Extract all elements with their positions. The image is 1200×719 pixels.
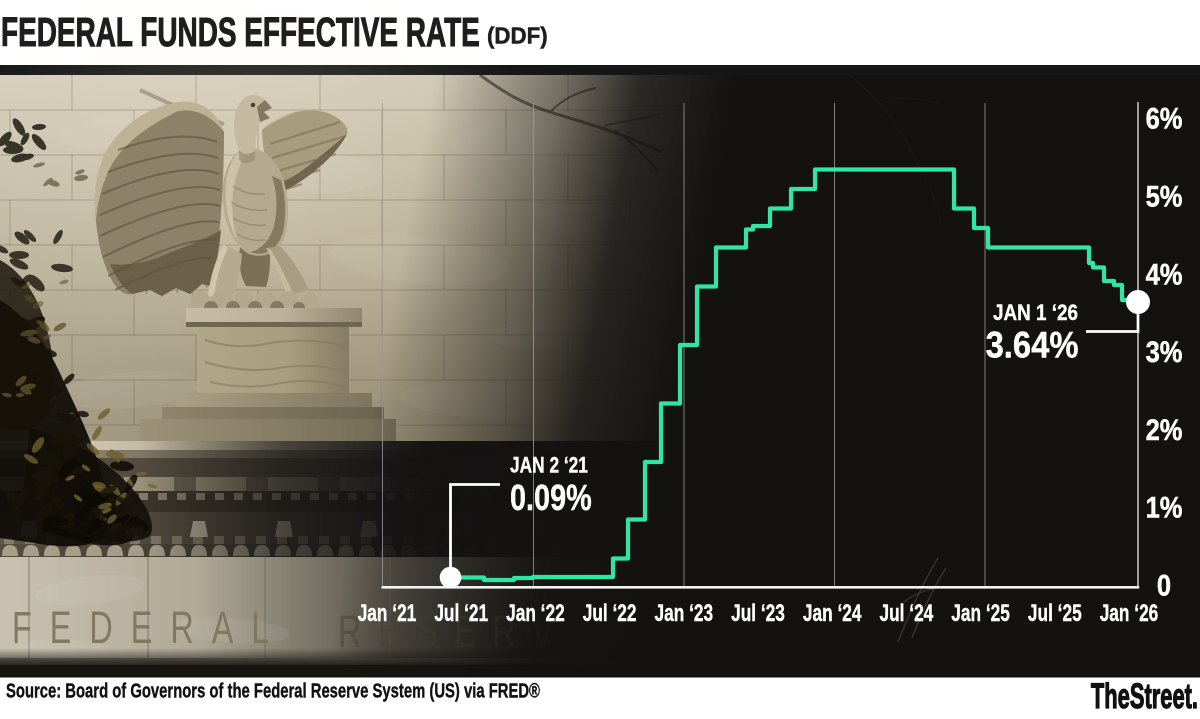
svg-text:Jan ‘26: Jan ‘26 [1100, 600, 1159, 626]
svg-text:0.09%: 0.09% [510, 477, 592, 518]
svg-text:4%: 4% [1146, 257, 1183, 290]
svg-text:Jul ‘23: Jul ‘23 [731, 600, 785, 626]
svg-text:TheStreet.: TheStreet. [1091, 677, 1198, 717]
svg-text:Jan ‘25: Jan ‘25 [951, 600, 1010, 626]
svg-text:Jul ‘21: Jul ‘21 [434, 600, 488, 626]
svg-text:1%: 1% [1146, 491, 1183, 524]
svg-text:3%: 3% [1146, 335, 1183, 368]
svg-text:FEDERAL FUNDS EFFECTIVE RATE: FEDERAL FUNDS EFFECTIVE RATE [1, 10, 480, 56]
svg-text:JAN 1 ‘26: JAN 1 ‘26 [993, 301, 1078, 326]
svg-text:Jul ‘22: Jul ‘22 [583, 600, 637, 626]
svg-text:0: 0 [1157, 569, 1171, 602]
svg-text:Jan ‘21: Jan ‘21 [358, 600, 417, 626]
svg-text:Jan ‘22: Jan ‘22 [506, 600, 565, 626]
svg-text:6%: 6% [1146, 102, 1183, 135]
svg-text:3.64%: 3.64% [986, 325, 1079, 366]
svg-text:Source: Board of Governors of: Source: Board of Governors of the Federa… [6, 679, 540, 702]
svg-text:Jan ‘24: Jan ‘24 [803, 600, 862, 626]
svg-text:(DDF): (DDF) [487, 22, 548, 49]
svg-text:5%: 5% [1146, 180, 1183, 213]
svg-text:JAN 2 ‘21: JAN 2 ‘21 [510, 453, 588, 478]
svg-text:2%: 2% [1146, 413, 1183, 446]
svg-text:Jul ‘25: Jul ‘25 [1028, 600, 1082, 626]
svg-text:Jan ‘23: Jan ‘23 [655, 600, 714, 626]
svg-text:Jul ‘24: Jul ‘24 [880, 600, 934, 626]
